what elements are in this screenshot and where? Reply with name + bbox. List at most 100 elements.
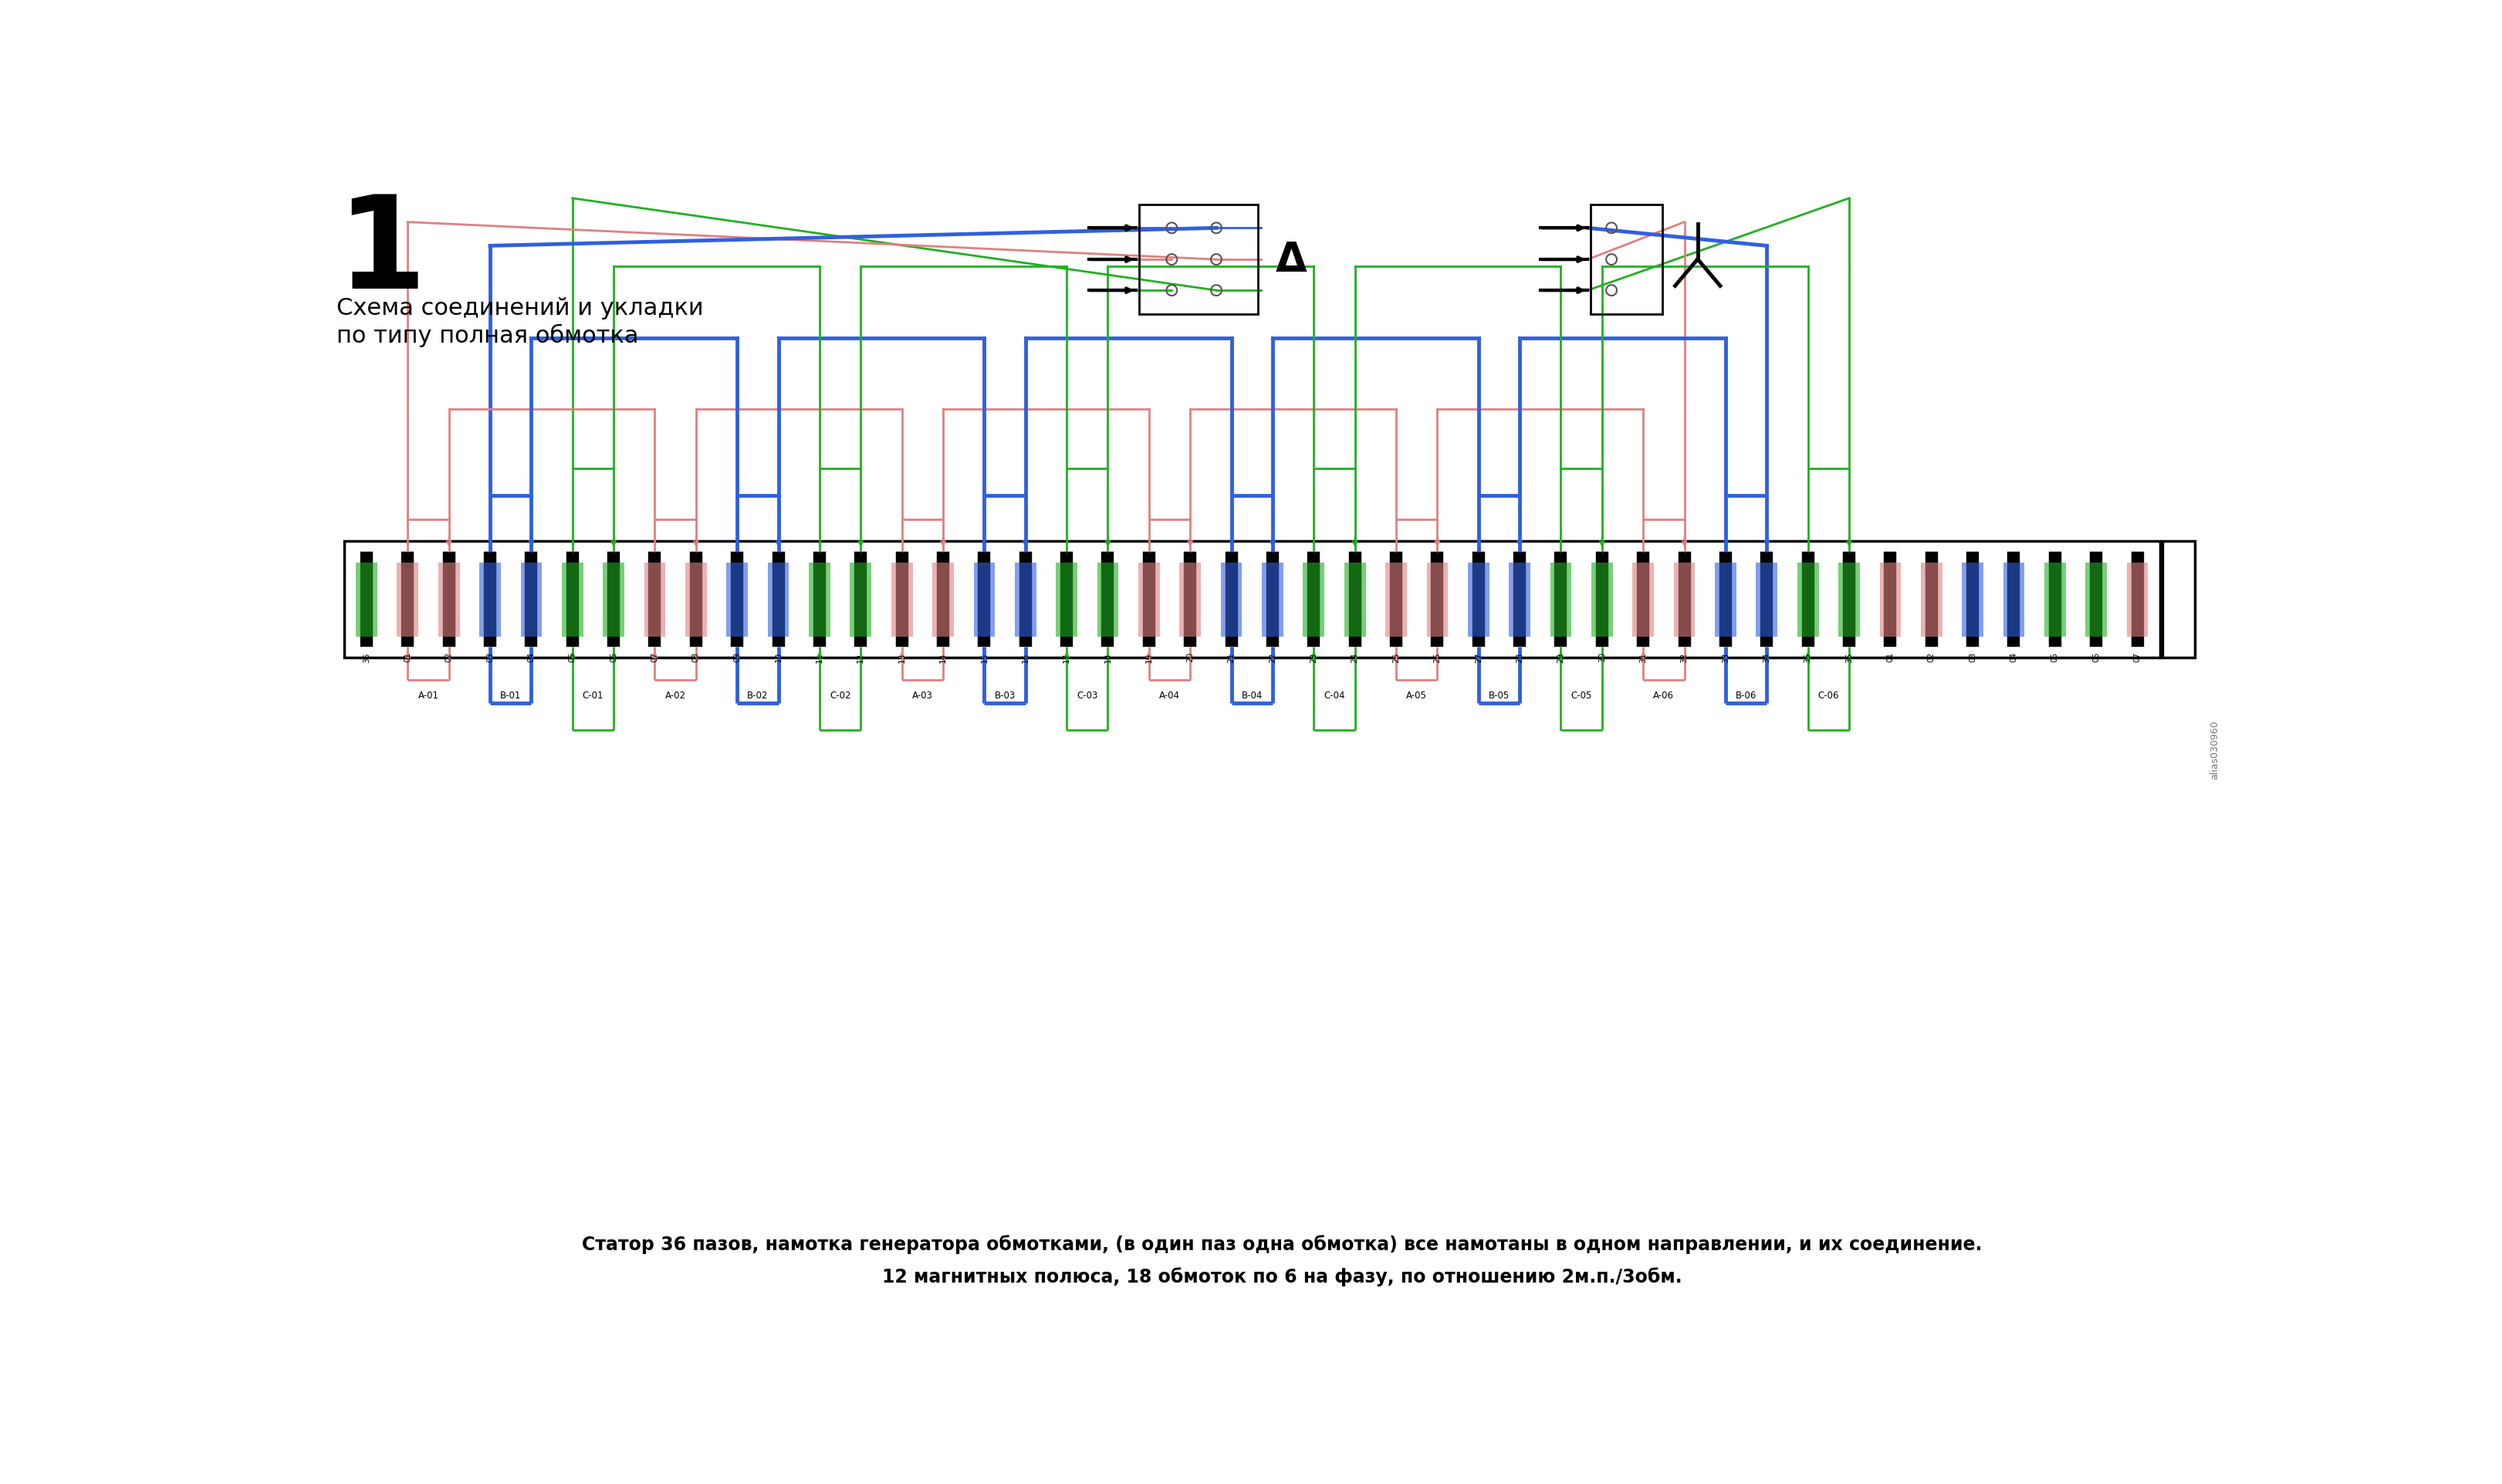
Bar (896, 552, 908, 647)
Bar (480, 562, 500, 637)
Bar (1514, 552, 1526, 647)
Bar (731, 552, 743, 647)
Bar (856, 552, 866, 647)
Bar (2049, 552, 2062, 647)
Bar (1183, 552, 1196, 647)
Bar (1714, 562, 1736, 637)
Text: B-02: B-02 (748, 690, 768, 700)
Bar (1096, 562, 1118, 637)
Bar (1431, 552, 1444, 647)
Bar (1469, 562, 1489, 637)
Text: 13: 13 (898, 651, 906, 662)
Text: 03: 03 (1969, 651, 1977, 662)
Text: B-05: B-05 (1489, 690, 1509, 700)
Text: 08: 08 (693, 651, 701, 662)
Text: 20: 20 (1186, 651, 1193, 662)
Text: 06: 06 (610, 651, 618, 662)
Text: 07: 07 (651, 651, 658, 662)
Bar (1879, 562, 1902, 637)
Text: C-01: C-01 (583, 690, 603, 700)
Bar (973, 562, 996, 637)
Text: 24: 24 (1351, 651, 1359, 662)
Text: A-06: A-06 (1654, 690, 1674, 700)
Text: B-04: B-04 (1241, 690, 1264, 700)
Bar (1266, 552, 1279, 647)
Text: 30: 30 (1599, 651, 1606, 662)
Text: C-05: C-05 (1571, 690, 1591, 700)
Bar (603, 562, 626, 637)
Bar (1596, 552, 1609, 647)
Text: 10: 10 (776, 651, 783, 662)
Text: 09: 09 (733, 651, 741, 662)
Bar (1304, 562, 1324, 637)
Bar (1138, 205, 1259, 315)
Bar (773, 552, 786, 647)
Text: 03: 03 (485, 651, 493, 662)
Bar (1426, 562, 1449, 637)
Text: 35: 35 (1804, 651, 1811, 662)
Text: Статор 36 пазов, намотка генератора обмотками, (в один паз одна обмотка) все нам: Статор 36 пазов, намотка генератора обмо… (583, 1235, 1982, 1252)
Bar (1101, 552, 1113, 647)
Text: A-04: A-04 (1158, 690, 1181, 700)
Text: 02: 02 (1927, 651, 1937, 662)
Bar (1309, 552, 1321, 647)
Bar (808, 562, 831, 637)
Bar (1719, 552, 1731, 647)
Text: 11: 11 (816, 651, 823, 662)
Text: 33: 33 (1721, 651, 1729, 662)
Text: 22: 22 (1269, 651, 1276, 662)
Bar (1143, 552, 1156, 647)
Bar (343, 542, 2159, 657)
Bar (360, 552, 373, 647)
Bar (978, 552, 991, 647)
Text: 18: 18 (1103, 651, 1111, 662)
Bar (1261, 562, 1284, 637)
Text: 12 магнитных полюса, 18 обмоток по 6 на фазу, по отношению 2м.п./3обм.: 12 магнитных полюса, 18 обмоток по 6 на … (883, 1267, 1681, 1285)
Text: Δ: Δ (1276, 240, 1306, 280)
Text: 14: 14 (938, 651, 946, 662)
Bar (686, 562, 706, 637)
Text: 01: 01 (403, 651, 413, 662)
Text: B-01: B-01 (500, 690, 520, 700)
Bar (2007, 552, 2019, 647)
Bar (648, 552, 661, 647)
Bar (2004, 562, 2024, 637)
Bar (398, 562, 418, 637)
Bar (891, 562, 913, 637)
Bar (1061, 552, 1073, 647)
Bar (1509, 562, 1531, 637)
Text: 06: 06 (2092, 651, 2099, 662)
Bar (443, 552, 455, 647)
Bar (400, 552, 413, 647)
Bar (1344, 562, 1366, 637)
Text: Схема соединений и укладки: Схема соединений и укладки (338, 297, 703, 319)
Bar (1016, 562, 1036, 637)
Text: 01: 01 (1887, 651, 1894, 662)
Bar (1922, 562, 1942, 637)
Text: 29: 29 (1556, 651, 1564, 662)
Text: 19: 19 (1146, 651, 1153, 662)
Text: A-05: A-05 (1406, 690, 1426, 700)
Text: C-02: C-02 (831, 690, 851, 700)
Text: 27: 27 (1474, 651, 1481, 662)
Bar (1674, 562, 1694, 637)
Bar (1178, 562, 1201, 637)
Text: 05: 05 (568, 651, 575, 662)
Text: 26: 26 (1434, 651, 1441, 662)
Bar (2162, 542, 2194, 657)
Bar (1551, 562, 1571, 637)
Text: A-03: A-03 (913, 690, 933, 700)
Text: 36: 36 (1846, 651, 1854, 662)
Bar (1056, 562, 1078, 637)
Text: 23: 23 (1311, 651, 1319, 662)
Text: B-03: B-03 (993, 690, 1016, 700)
Bar (520, 562, 543, 637)
Bar (1138, 562, 1161, 637)
Bar (2044, 562, 2067, 637)
Text: 12: 12 (856, 651, 866, 662)
Text: 04: 04 (2009, 651, 2017, 662)
Bar (1221, 562, 1241, 637)
Bar (1591, 562, 1614, 637)
Bar (1471, 552, 1484, 647)
Bar (1386, 562, 1406, 637)
